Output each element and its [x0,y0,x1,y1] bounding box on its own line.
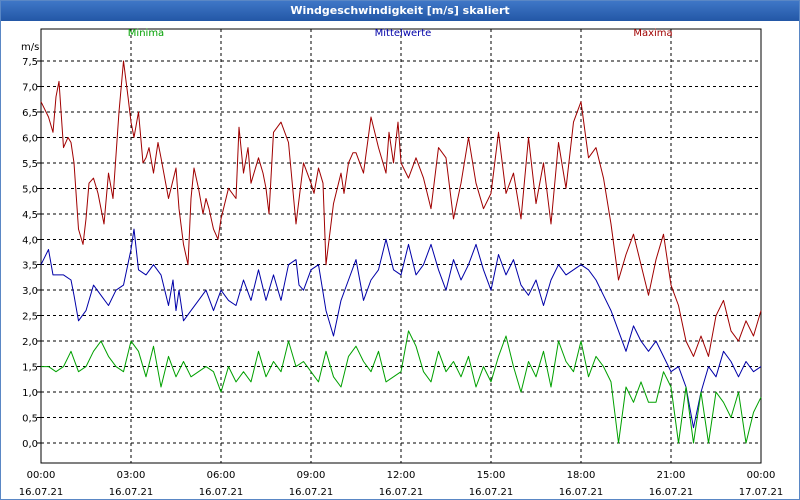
series-line-mittel [40,228,762,429]
x-tick-date: 16.07.21 [19,487,64,498]
y-tick-label: 3,5 [22,261,38,272]
window-title: Windgeschwindigkeit [m/s] skaliert [1,1,799,21]
y-tick-label: 7,0 [22,82,38,93]
series-line-minima [41,330,762,444]
x-tick-date: 16.07.21 [109,487,154,498]
y-tick-labels: 0,0 0,5 1,0 1,5 2,0 2,5 3,0 3,5 4,0 4,5 5,0 5,5 6,0 6… [22,57,38,450]
x-tick-labels: 00:00 16.07.21 03:00 16.07.21 06:00 16.07.21 0… [19,470,784,498]
y-tick-label: 6,5 [22,108,38,119]
plot-frame [40,28,762,464]
legend-minima: Minima [128,28,164,39]
series-lines [40,60,762,444]
y-tick-label: 1,0 [22,388,38,399]
x-tick-time: 15:00 [477,470,506,481]
x-tick-date: 17.07.21 [739,487,784,498]
x-tick-date: 16.07.21 [199,487,244,498]
legend-maxima: Maxima [633,28,672,39]
y-tick-label: 3,0 [22,286,38,297]
legend: Maxima Mittelwerte Minima [128,28,673,39]
y-tick-label: 7,5 [22,57,38,68]
y-axis-unit: m/s [21,42,39,53]
y-tick-label: 0,5 [22,414,38,425]
x-tick-date: 16.07.21 [559,487,604,498]
x-tick-time: 09:00 [297,470,326,481]
x-tick-date: 16.07.21 [289,487,334,498]
y-tick-label: 5,0 [22,184,38,195]
x-tick-date: 16.07.21 [379,487,424,498]
x-tick-date: 16.07.21 [469,487,514,498]
y-tick-label: 4,0 [22,235,38,246]
y-tick-label: 4,5 [22,210,38,221]
x-tick-time: 00:00 [27,470,56,481]
y-tick-label: 0,0 [22,439,38,450]
y-tick-label: 5,5 [22,159,38,170]
x-tick-time: 06:00 [207,470,236,481]
y-tick-label: 2,5 [22,312,38,323]
x-tick-time: 18:00 [567,470,596,481]
y-tick-label: 6,0 [22,133,38,144]
wind-speed-chart: 0,0 0,5 1,0 1,5 2,0 2,5 3,0 3,5 4,0 4,5 5,0 5,5 6,0 6… [19,28,784,498]
series-line-maxima [40,60,762,357]
x-tick-date: 16.07.21 [649,487,694,498]
x-tick-time: 03:00 [117,470,146,481]
x-tick-time: 21:00 [657,470,686,481]
axes [37,28,762,464]
x-tick-time: 00:00 [747,470,776,481]
grid [40,29,762,463]
y-tick-label: 2,0 [22,337,38,348]
x-tick-time: 12:00 [387,470,416,481]
legend-mittel: Mittelwerte [375,28,432,39]
y-tick-label: 1,5 [22,363,38,374]
